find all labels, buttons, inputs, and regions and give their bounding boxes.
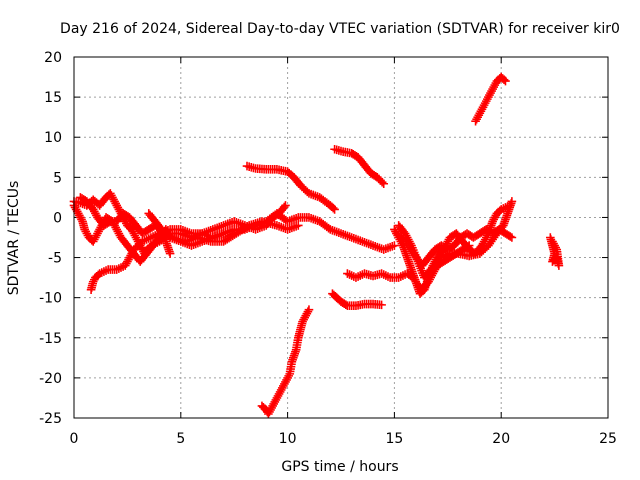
y-tick-label: 10 [44, 130, 62, 146]
data-point [379, 179, 389, 189]
y-axis-label: SDTVAR / TECUs [6, 181, 22, 296]
plot-frame [73, 56, 609, 419]
x-tick-label: 20 [492, 431, 510, 447]
y-tick-label: -20 [39, 371, 62, 387]
data-point [304, 305, 314, 314]
y-tick-label: -15 [39, 331, 62, 347]
x-tick-label: 5 [176, 431, 185, 447]
y-tick-label: 15 [44, 90, 62, 106]
data-point [507, 233, 517, 242]
y-tick-label: -10 [39, 291, 62, 307]
data-point [219, 229, 228, 238]
data-point [281, 201, 290, 210]
x-tick-label: 10 [279, 431, 297, 447]
data-point [501, 76, 510, 86]
data-point [548, 237, 557, 246]
data-point [390, 241, 399, 250]
x-tick-label: 0 [70, 431, 79, 447]
data-point [328, 203, 338, 213]
x-tick-label: 25 [599, 431, 617, 447]
data-marks [69, 72, 564, 419]
data-point [330, 205, 339, 214]
y-tick-label: 0 [53, 210, 62, 226]
data-point [499, 75, 509, 85]
data-point [165, 249, 175, 258]
data-point [377, 300, 386, 310]
y-tick-label: 20 [44, 50, 62, 66]
y-tick-label: -25 [39, 411, 62, 427]
chart-title: Day 216 of 2024, Sidereal Day-to-day VTE… [60, 21, 620, 37]
tick-labels: 0 5 10 15 20 25 -25 -20 -15 -10 -5 0 5 10 15 20 [39, 50, 617, 447]
x-axis-label: GPS time / hours [281, 459, 398, 475]
data-point [464, 241, 474, 250]
y-tick-label: 5 [53, 170, 62, 186]
data-point [293, 221, 303, 230]
x-tick-label: 15 [385, 431, 403, 447]
data-point [505, 201, 515, 210]
y-tick-label: -5 [48, 251, 62, 267]
